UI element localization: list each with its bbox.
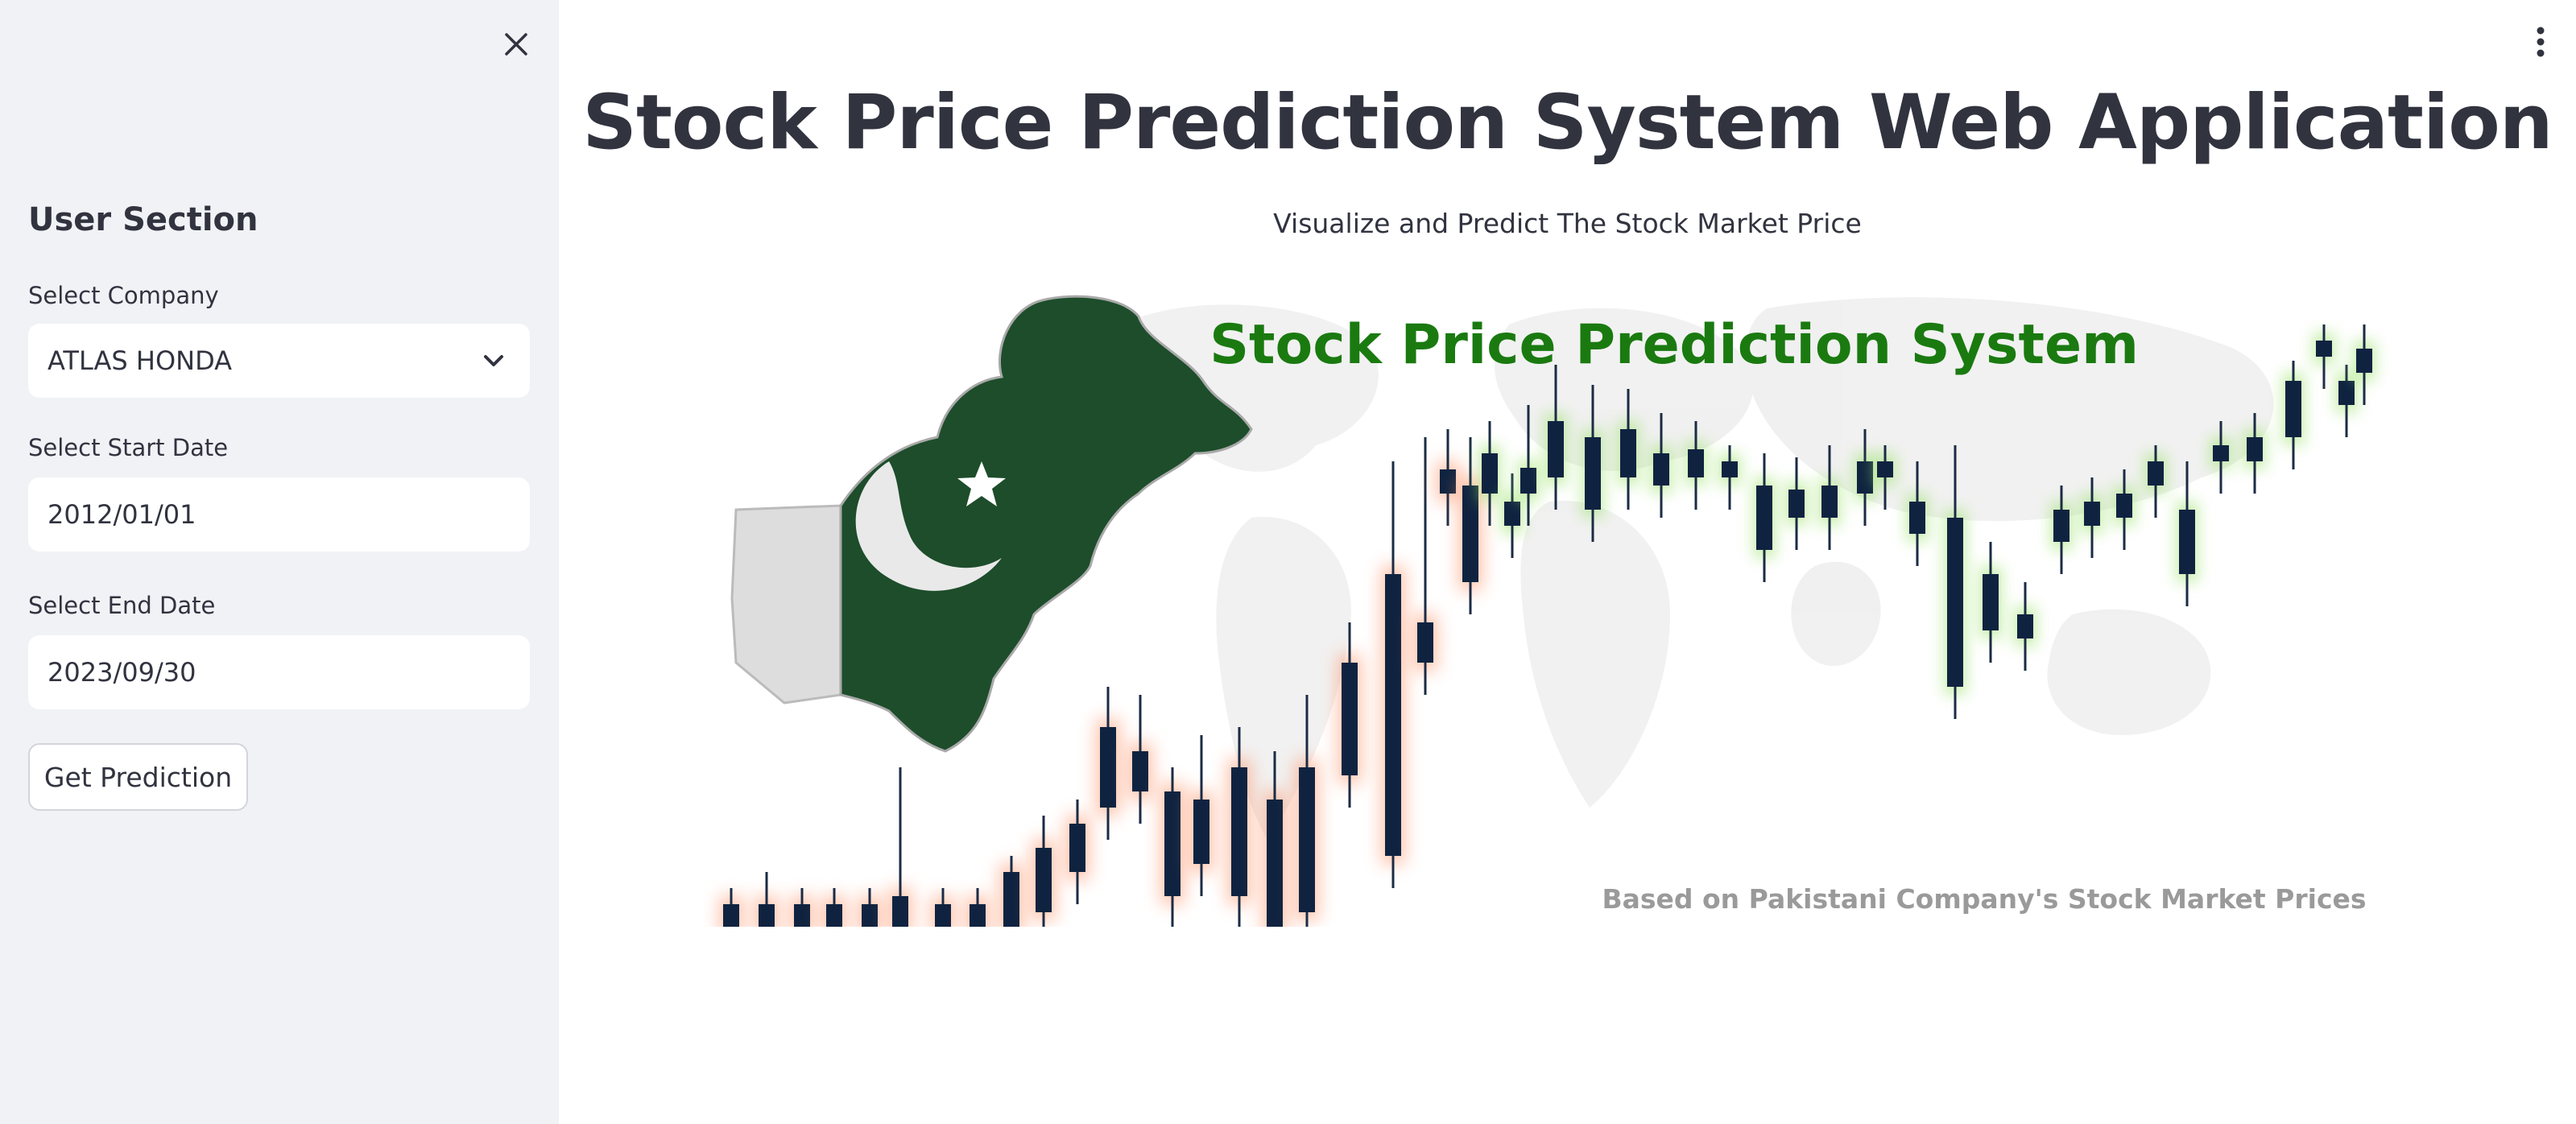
sidebar: User Section Select Company ATLAS HONDA … [0, 0, 559, 1124]
candle-body [723, 904, 739, 927]
end-date-label: Select End Date [28, 592, 216, 619]
main-menu-button[interactable] [2524, 23, 2557, 63]
candle-body [1653, 453, 1669, 486]
candle-body [1164, 791, 1180, 896]
get-prediction-button[interactable]: Get Prediction [28, 743, 248, 811]
candle-body [1132, 751, 1148, 791]
candle-body [1756, 486, 1772, 550]
pakistan-flag-map [730, 295, 1253, 753]
world-map-background [1118, 297, 2274, 840]
candle-body [2017, 614, 2033, 638]
company-select-value: ATLAS HONDA [48, 345, 233, 376]
candle-body [1983, 574, 1999, 630]
close-icon [505, 33, 527, 56]
sidebar-section-title: User Section [28, 201, 258, 238]
candle-body [759, 904, 775, 927]
candle-body [2084, 502, 2100, 526]
page-subtitle: Visualize and Predict The Stock Market P… [1273, 208, 1862, 239]
candle-body [1821, 486, 1838, 518]
candle-body [2316, 341, 2332, 357]
candle-body [2116, 494, 2132, 518]
candle-body [1585, 437, 1601, 510]
candle-body [935, 904, 951, 927]
close-sidebar-button[interactable] [496, 24, 536, 64]
candle-body [1482, 453, 1498, 494]
start-date-label: Select Start Date [28, 434, 229, 461]
chevron-down-icon [484, 355, 503, 366]
candle-body [1417, 622, 1433, 663]
end-date-input[interactable]: 2023/09/30 [28, 635, 530, 709]
candle-body [2053, 510, 2069, 542]
kebab-menu-icon [2537, 27, 2545, 57]
banner-title: Stock Price Prediction System [1209, 313, 2139, 377]
banner-caption: Based on Pakistani Company's Stock Marke… [1602, 883, 2366, 915]
candle-body [1722, 461, 1738, 477]
candle-body [2356, 349, 2372, 373]
start-date-input[interactable]: 2012/01/01 [28, 477, 530, 552]
candlestick-chart [720, 324, 2375, 927]
candle-body [892, 896, 908, 927]
banner-image: Stock Price Prediction System Based on P… [704, 276, 2405, 927]
candle-body [1036, 848, 1052, 912]
page-title: Stock Price Prediction System Web Applic… [582, 79, 2553, 167]
candle-body [1100, 727, 1116, 808]
candle-body [794, 904, 810, 927]
candle-body [1857, 461, 1873, 494]
candle-body [2247, 437, 2263, 461]
candle-body [2179, 510, 2195, 574]
company-label: Select Company [28, 282, 219, 309]
candle-body [1520, 468, 1536, 494]
candle-body [1788, 490, 1805, 518]
candle-body [970, 904, 986, 927]
candle-body [2338, 381, 2355, 405]
candle-body [1299, 767, 1315, 912]
candle-body [862, 904, 878, 927]
company-select[interactable]: ATLAS HONDA [28, 324, 530, 398]
candle-body [2213, 445, 2229, 461]
candle-body [826, 904, 842, 927]
candle-body [1342, 663, 1358, 775]
candle-body [2148, 461, 2164, 486]
candle-body [1231, 767, 1247, 896]
candle-body [1069, 824, 1085, 872]
candle-body [1462, 486, 1478, 582]
candle-body [1620, 429, 1636, 477]
candle-body [1385, 574, 1401, 856]
candle-body [1548, 421, 1564, 477]
candle-body [2285, 381, 2301, 437]
candle-body [1440, 469, 1456, 494]
start-date-value: 2012/01/01 [48, 499, 196, 530]
candle-body [1193, 800, 1209, 864]
candle-body [1877, 461, 1893, 477]
candle-body [1688, 449, 1704, 477]
candle-body [1947, 518, 1963, 687]
candle-body [1909, 502, 1925, 534]
end-date-value: 2023/09/30 [48, 657, 196, 688]
candle-body [1003, 872, 1019, 927]
candle-body [1267, 800, 1283, 927]
candle-body [1504, 502, 1520, 526]
